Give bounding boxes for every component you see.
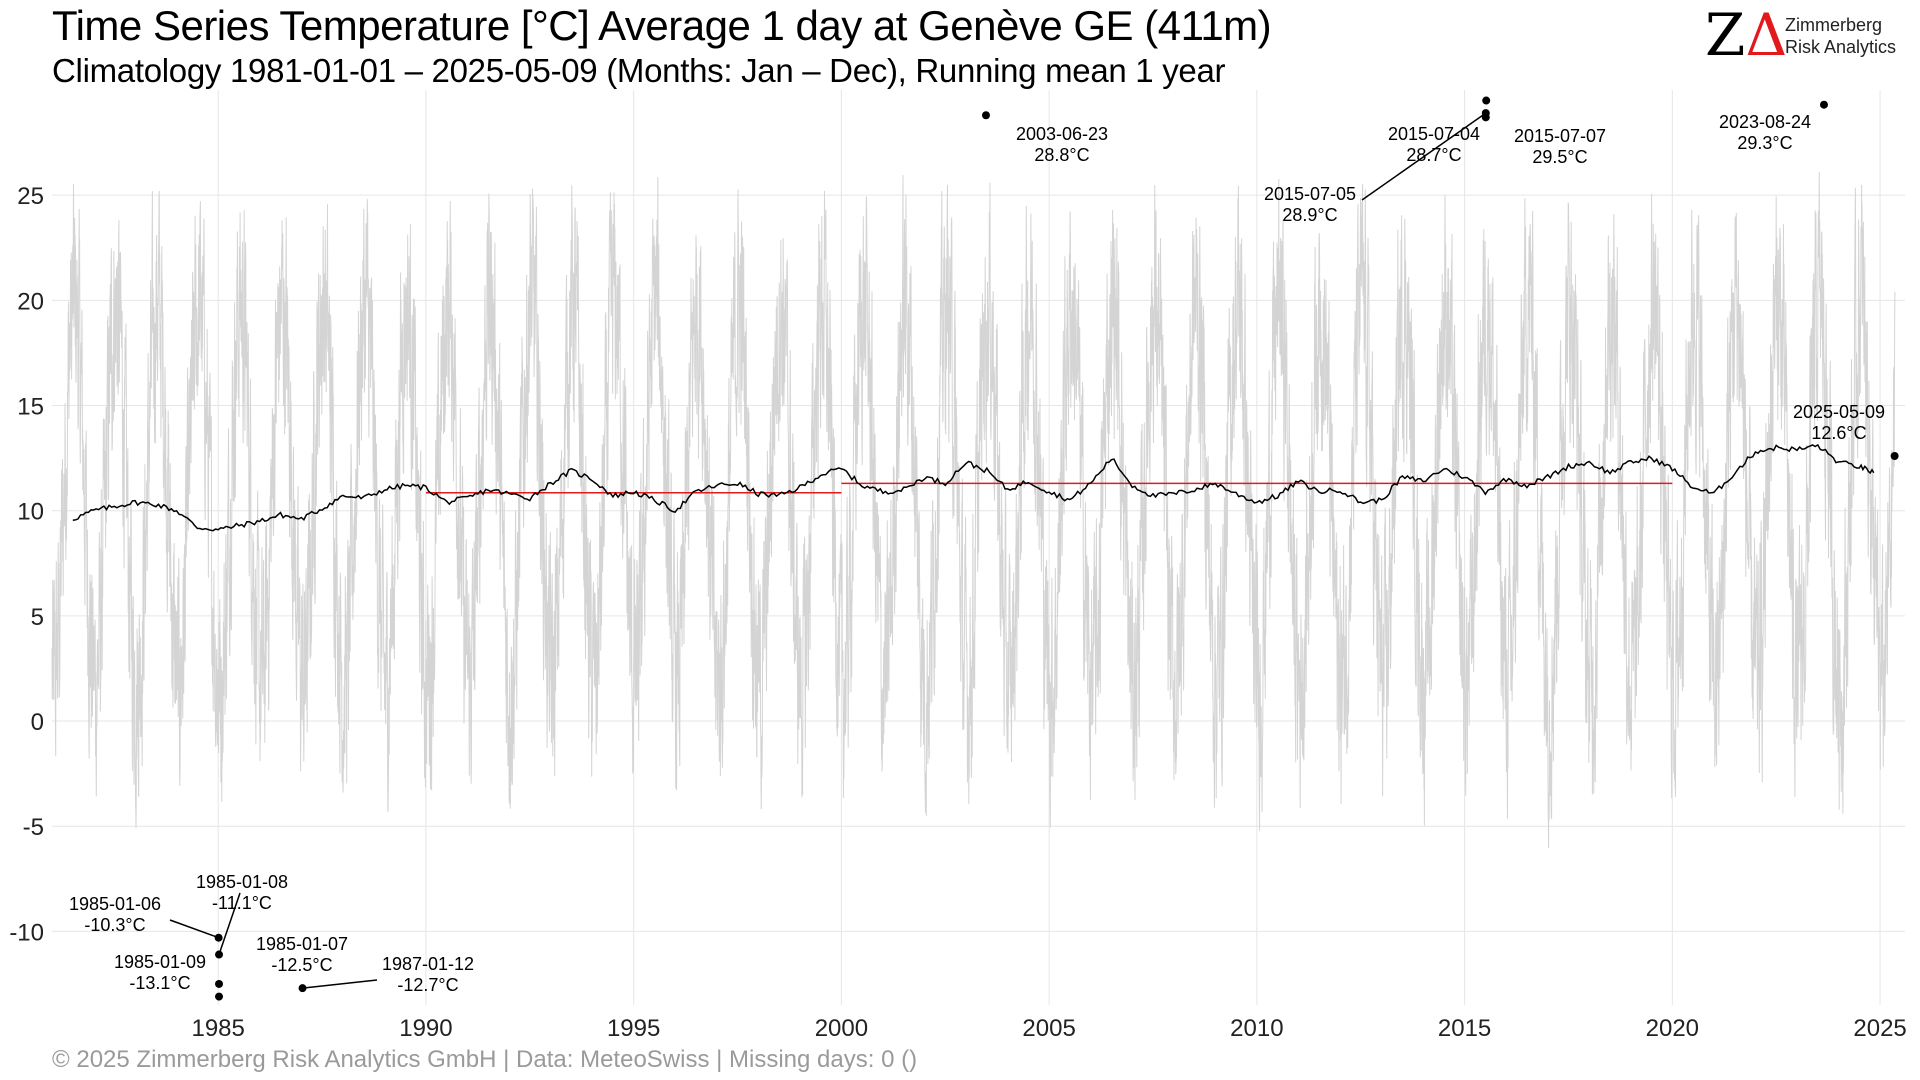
logo-line-1: Zimmerberg — [1785, 15, 1883, 35]
daily-series — [51, 171, 1896, 849]
x-tick-label: 1995 — [607, 1015, 660, 1042]
x-tick-label: 1990 — [399, 1015, 452, 1042]
annotation-point — [1482, 96, 1491, 105]
annotation-value: 28.7°C — [1406, 145, 1461, 165]
logo-line-2: Risk Analytics — [1785, 37, 1897, 57]
annotation-value: -11.1°C — [212, 893, 272, 913]
annotation-value: 29.3°C — [1737, 133, 1792, 153]
annotation-leader — [169, 919, 219, 939]
annotation-date: 2015-07-04 — [1388, 124, 1480, 144]
x-tick-label: 2025 — [1853, 1015, 1906, 1042]
annotation-leader — [302, 979, 378, 989]
annotation-date: 2003-06-23 — [1016, 124, 1108, 144]
annotation-value: -12.7°C — [397, 975, 458, 995]
annotation-value: -13.1°C — [129, 973, 190, 993]
running-mean-line — [72, 443, 1875, 532]
annotation-date: 1985-01-08 — [196, 872, 288, 892]
daily-average-line — [51, 171, 1896, 849]
grid — [52, 90, 1905, 1005]
y-tick-label: -5 — [23, 814, 44, 841]
annotation-point — [215, 992, 224, 1001]
logo-za-icon: ZΔ — [1705, 1, 1788, 69]
annotation-value: 28.8°C — [1034, 145, 1089, 165]
annotation-point — [1481, 109, 1490, 118]
annotation-point — [298, 984, 307, 993]
annotation-value: 12.6°C — [1811, 423, 1866, 443]
y-tick-label: 0 — [31, 709, 44, 736]
annotation-point — [215, 950, 224, 959]
x-tick-label: 2005 — [1022, 1015, 1075, 1042]
annotation-point — [981, 111, 990, 120]
footer-caption: © 2025 Zimmerberg Risk Analytics GmbH | … — [52, 1046, 918, 1073]
y-tick-label: 10 — [17, 499, 44, 526]
running-mean-series — [72, 443, 1875, 532]
y-tick-label: -10 — [9, 919, 44, 946]
annotation-date: 2023-08-24 — [1719, 112, 1811, 132]
x-tick-label: 1985 — [191, 1015, 244, 1042]
x-tick-label: 2000 — [815, 1015, 868, 1042]
x-tick-label: 2015 — [1438, 1015, 1491, 1042]
annotation-date: 2025-05-09 — [1793, 402, 1885, 422]
annotation-date: 1985-01-09 — [114, 952, 206, 972]
annotation-leader — [1361, 112, 1487, 201]
annotation-date: 2015-07-07 — [1514, 126, 1606, 146]
chart-subtitle: Climatology 1981-01-01 – 2025-05-09 (Mon… — [52, 52, 1226, 89]
x-tick-label: 2020 — [1646, 1015, 1699, 1042]
y-tick-label: 20 — [17, 288, 44, 315]
chart-title: Time Series Temperature [°C] Average 1 d… — [52, 2, 1272, 49]
annotation-leader — [218, 892, 241, 955]
x-tick-label: 2010 — [1230, 1015, 1283, 1042]
annotation-point — [215, 979, 224, 988]
y-tick-label: 5 — [31, 604, 44, 631]
annotation-point — [1890, 452, 1899, 460]
company-logo: ZΔ Zimmerberg Risk Analytics — [1705, 4, 1905, 68]
logo-text: Zimmerberg Risk Analytics — [1785, 14, 1896, 58]
annotation-value: 29.5°C — [1532, 147, 1587, 167]
annotation-value: -12.5°C — [271, 955, 332, 975]
annotation-point — [214, 933, 223, 942]
annotation-date: 1985-01-07 — [256, 934, 348, 954]
annotation-date: 2015-07-05 — [1264, 184, 1356, 204]
annotation-value: -10.3°C — [84, 915, 145, 935]
annotation-value: 28.9°C — [1282, 205, 1337, 225]
y-tick-label: 25 — [17, 183, 44, 210]
annotation-point — [1819, 100, 1828, 109]
y-tick-label: 15 — [17, 394, 44, 421]
annotation-date: 1987-01-12 — [382, 954, 474, 974]
annotation-date: 1985-01-06 — [69, 894, 161, 914]
